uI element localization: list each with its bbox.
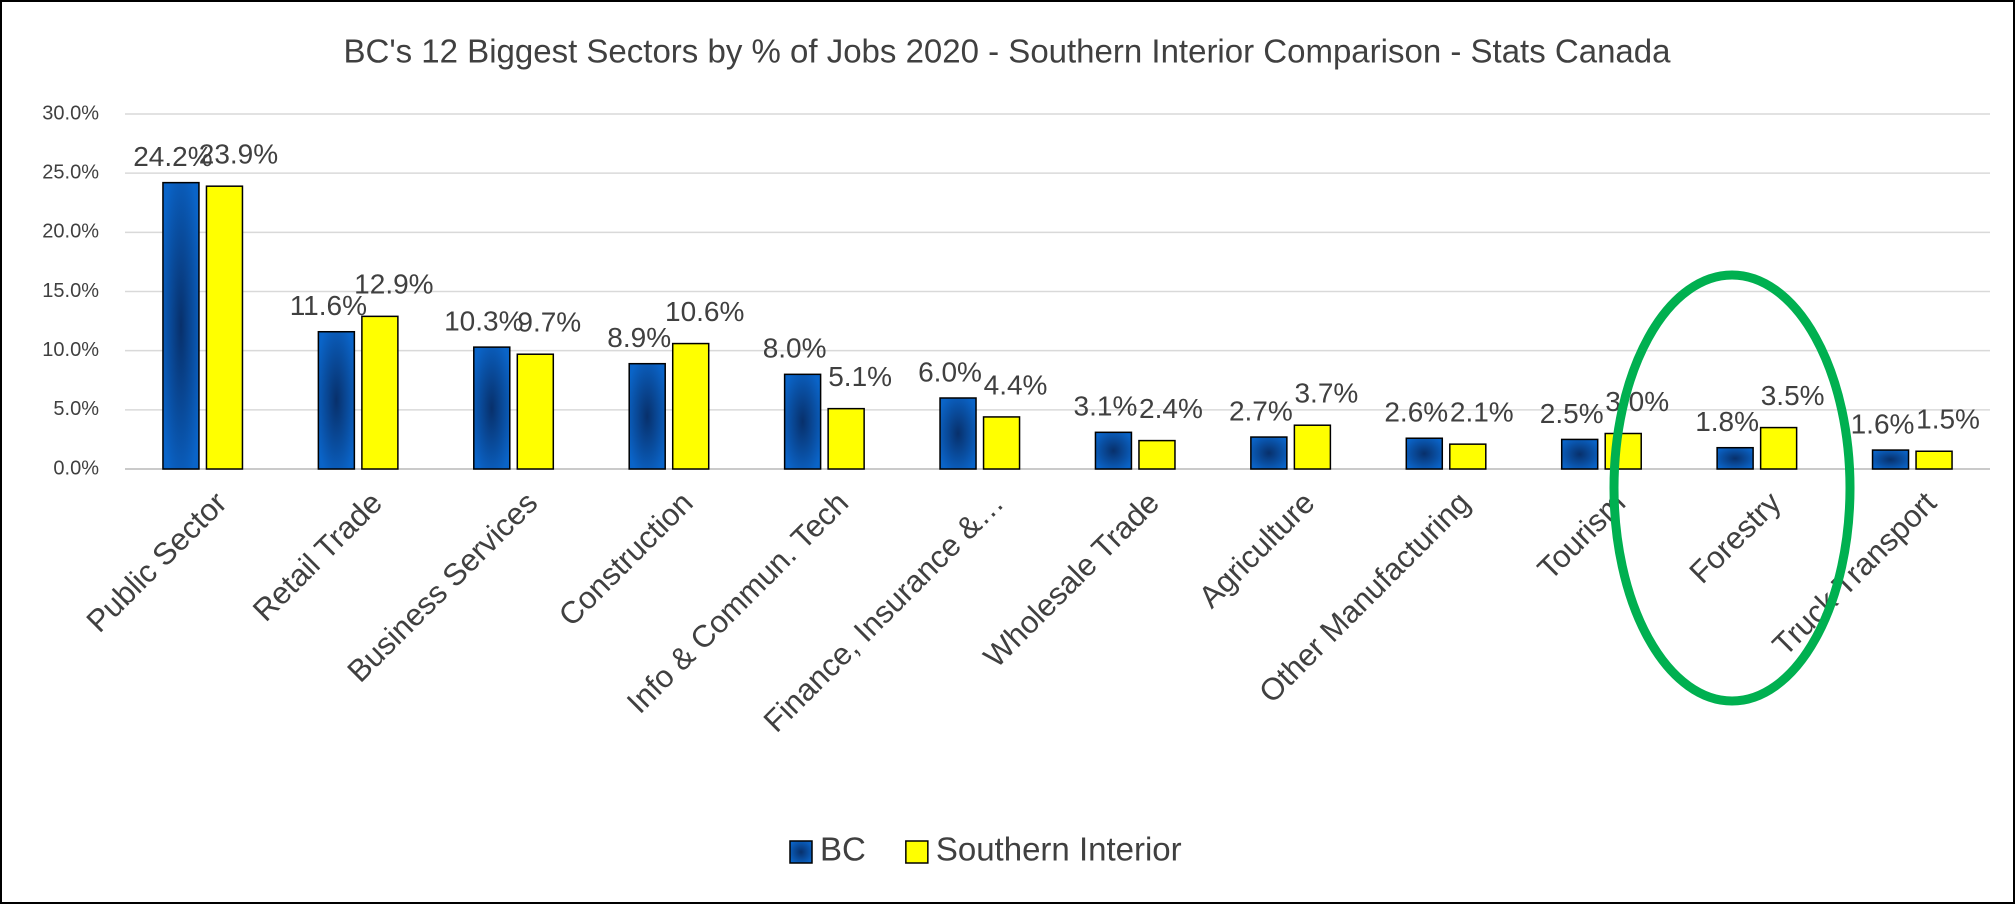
data-label: 3.5%: [1761, 380, 1825, 411]
bar: [1871, 449, 1910, 470]
legend-swatch: [789, 840, 813, 864]
bar: [473, 346, 511, 470]
bar: [1449, 443, 1487, 470]
legend-swatch: [905, 840, 929, 864]
bar: [1293, 424, 1332, 470]
data-label: 2.1%: [1450, 397, 1514, 428]
y-tick-label: 20.0%: [42, 221, 99, 243]
bar: [1138, 439, 1176, 470]
bar: [628, 362, 666, 470]
data-label: 6.0%: [918, 356, 982, 387]
legend-label: Southern Interior: [936, 831, 1182, 868]
bar: [783, 373, 822, 470]
data-label: 3.0%: [1605, 386, 1669, 417]
data-label: 11.6%: [290, 290, 367, 321]
data-label: 2.7%: [1229, 395, 1293, 426]
bar: [982, 416, 1021, 470]
bar: [1094, 431, 1133, 470]
data-label: 1.6%: [1851, 408, 1915, 439]
bar: [1560, 438, 1599, 470]
data-label: 2.5%: [1540, 398, 1604, 429]
data-label: 12.9%: [354, 269, 433, 300]
bar: [205, 185, 244, 470]
y-tick-label: 30.0%: [42, 102, 99, 124]
y-tick-label: 25.0%: [42, 161, 99, 183]
bar: [827, 407, 865, 470]
y-tick-label: 15.0%: [42, 280, 99, 302]
data-label: 2.4%: [1139, 393, 1203, 424]
data-label: 4.4%: [984, 369, 1048, 400]
data-label: 1.5%: [1916, 404, 1980, 435]
bar: [361, 315, 399, 470]
data-label: 10.3%: [444, 306, 523, 337]
legend-label: BC: [820, 831, 866, 868]
y-tick-label: 10.0%: [42, 339, 99, 361]
data-label: 8.9%: [607, 322, 671, 353]
data-label: 5.1%: [828, 361, 892, 392]
chart-title: BC's 12 Biggest Sectors by % of Jobs 202…: [344, 33, 1672, 70]
y-tick-label: 5.0%: [53, 398, 99, 420]
data-label: 8.0%: [763, 333, 827, 364]
data-label: 23.9%: [199, 139, 278, 170]
data-label: 1.8%: [1695, 406, 1759, 437]
data-label: 9.7%: [517, 307, 581, 338]
bar: [671, 342, 710, 470]
data-label: 24.2%: [133, 141, 212, 172]
data-label: 3.1%: [1074, 391, 1138, 422]
bar: [1759, 426, 1798, 470]
data-label: 2.6%: [1384, 397, 1448, 428]
bar: [1716, 446, 1754, 470]
bar: [317, 330, 356, 470]
y-tick-label: 0.0%: [53, 457, 99, 479]
bar: [1915, 450, 1953, 470]
highlight-ellipse: [1609, 270, 1855, 706]
bar: [162, 181, 200, 470]
bar: [1405, 437, 1444, 470]
bar: [516, 353, 555, 470]
data-label: 3.7%: [1294, 378, 1358, 409]
data-label: 10.6%: [665, 296, 744, 327]
bar: [939, 397, 977, 470]
bar: [1250, 436, 1288, 470]
